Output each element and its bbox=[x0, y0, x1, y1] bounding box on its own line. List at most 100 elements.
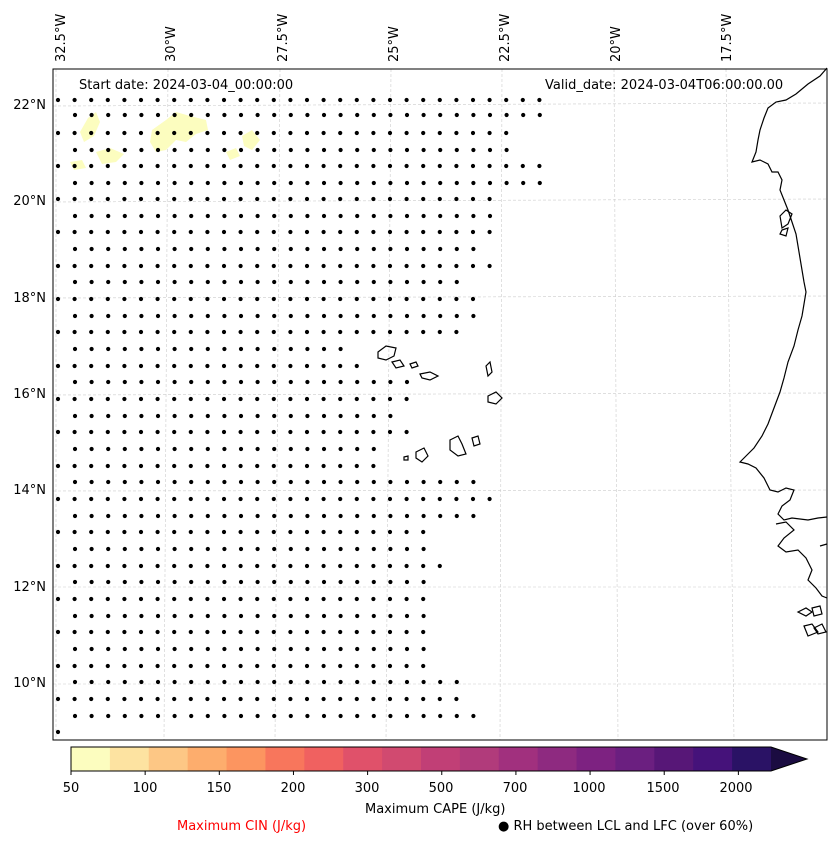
rh-dot bbox=[188, 396, 193, 402]
rh-dot bbox=[321, 463, 326, 469]
rh-dot bbox=[188, 296, 193, 302]
rh-dot bbox=[139, 279, 144, 285]
rh-dot bbox=[105, 296, 110, 302]
rh-dot bbox=[255, 163, 260, 169]
rh-dot bbox=[338, 646, 343, 652]
dot-marker-icon: ● bbox=[498, 819, 510, 834]
rh-dot bbox=[438, 679, 443, 685]
rh-dot bbox=[188, 363, 193, 369]
rh-dot bbox=[188, 463, 193, 469]
rh-dot bbox=[404, 112, 410, 118]
rh-dot bbox=[355, 646, 360, 652]
rh-dot bbox=[155, 313, 161, 319]
rh-dot bbox=[189, 112, 194, 118]
rh-dot bbox=[122, 396, 127, 402]
rh-dot bbox=[471, 479, 476, 485]
rh-dot bbox=[272, 346, 277, 352]
rh-dot bbox=[305, 713, 310, 719]
rh-dot bbox=[288, 679, 293, 685]
lon-label-32-5w: 32.5°W bbox=[54, 13, 69, 62]
rh-dot bbox=[271, 463, 276, 469]
rh-dot bbox=[272, 713, 277, 719]
rh-dot bbox=[221, 363, 227, 369]
rh-dot bbox=[354, 596, 359, 602]
rh-dot bbox=[387, 396, 393, 402]
rh-legend-label: RH between LCL and LFC (over 60%) bbox=[513, 819, 754, 834]
rh-dot bbox=[55, 363, 61, 369]
rh-dot bbox=[321, 496, 326, 502]
rh-dot bbox=[271, 196, 276, 202]
rh-dot bbox=[106, 579, 111, 585]
rh-dot bbox=[355, 513, 360, 519]
rh-dot bbox=[238, 130, 243, 136]
rh-dot bbox=[105, 463, 110, 469]
rh-dot bbox=[105, 97, 110, 103]
rh-dot bbox=[122, 112, 127, 118]
rh-dot bbox=[321, 196, 326, 202]
rh-dot bbox=[388, 112, 393, 118]
rh-dot bbox=[371, 279, 376, 285]
rh-dot bbox=[172, 229, 177, 235]
colorbar-tick-label: 1000 bbox=[572, 781, 606, 796]
rh-dot bbox=[255, 613, 260, 619]
rh-dot bbox=[255, 246, 260, 252]
rh-dot bbox=[155, 147, 161, 153]
rh-dot bbox=[404, 596, 409, 602]
rh-dot bbox=[338, 296, 343, 302]
rh-dot bbox=[238, 379, 244, 385]
rh-dot bbox=[222, 679, 227, 685]
rh-dot bbox=[371, 696, 376, 702]
rh-dot bbox=[504, 180, 509, 186]
rh-dot bbox=[487, 213, 493, 219]
rh-dot bbox=[55, 463, 61, 469]
rh-dot bbox=[205, 263, 210, 269]
rh-dot bbox=[288, 180, 293, 186]
rh-dot bbox=[155, 296, 160, 302]
rh-dot bbox=[388, 646, 393, 652]
rh-dot bbox=[55, 229, 61, 235]
rh-dot bbox=[238, 679, 244, 685]
colorbar-tick-label: 150 bbox=[206, 781, 232, 796]
colorbar-tick-label: 300 bbox=[354, 781, 380, 796]
rh-dot bbox=[138, 296, 144, 302]
rh-dot bbox=[321, 346, 327, 352]
rh-dot bbox=[172, 663, 177, 669]
lat-label-22n: 22°N bbox=[13, 98, 46, 113]
lat-label-14n: 14°N bbox=[13, 483, 46, 498]
rh-dot bbox=[354, 496, 359, 502]
rh-dot bbox=[189, 379, 194, 385]
rh-dot bbox=[404, 479, 410, 485]
rh-dot bbox=[321, 429, 326, 435]
rh-dot bbox=[470, 496, 476, 502]
rh-dot bbox=[288, 147, 293, 153]
rh-dot bbox=[437, 563, 442, 569]
rh-dot bbox=[139, 679, 144, 685]
rh-dot bbox=[388, 479, 393, 485]
graticule-lines bbox=[52, 68, 828, 741]
rh-dot bbox=[122, 196, 127, 202]
rh-dot bbox=[172, 163, 177, 169]
rh-dot bbox=[288, 363, 293, 369]
rh-dot bbox=[338, 329, 343, 335]
rh-dot bbox=[338, 97, 343, 103]
rh-dot bbox=[288, 130, 293, 136]
rh-dot bbox=[371, 446, 376, 452]
rh-dot bbox=[55, 196, 61, 202]
rh-dot bbox=[354, 363, 359, 369]
lon-label-25w: 25°W bbox=[387, 26, 402, 62]
rh-dot bbox=[72, 646, 78, 652]
rh-dot bbox=[421, 147, 426, 153]
rh-dot bbox=[106, 180, 111, 186]
rh-dot bbox=[155, 563, 160, 569]
rh-dot bbox=[189, 346, 194, 352]
rh-dot bbox=[172, 646, 177, 652]
colorbar-segment bbox=[576, 747, 616, 771]
rh-dot bbox=[89, 229, 94, 235]
rh-dot bbox=[338, 163, 343, 169]
colorbar-bar bbox=[70, 746, 809, 775]
rh-dot bbox=[138, 329, 144, 335]
rh-dot bbox=[371, 463, 376, 469]
rh-dot bbox=[172, 579, 177, 585]
rh-dot bbox=[255, 279, 260, 285]
rh-dot bbox=[105, 563, 110, 569]
